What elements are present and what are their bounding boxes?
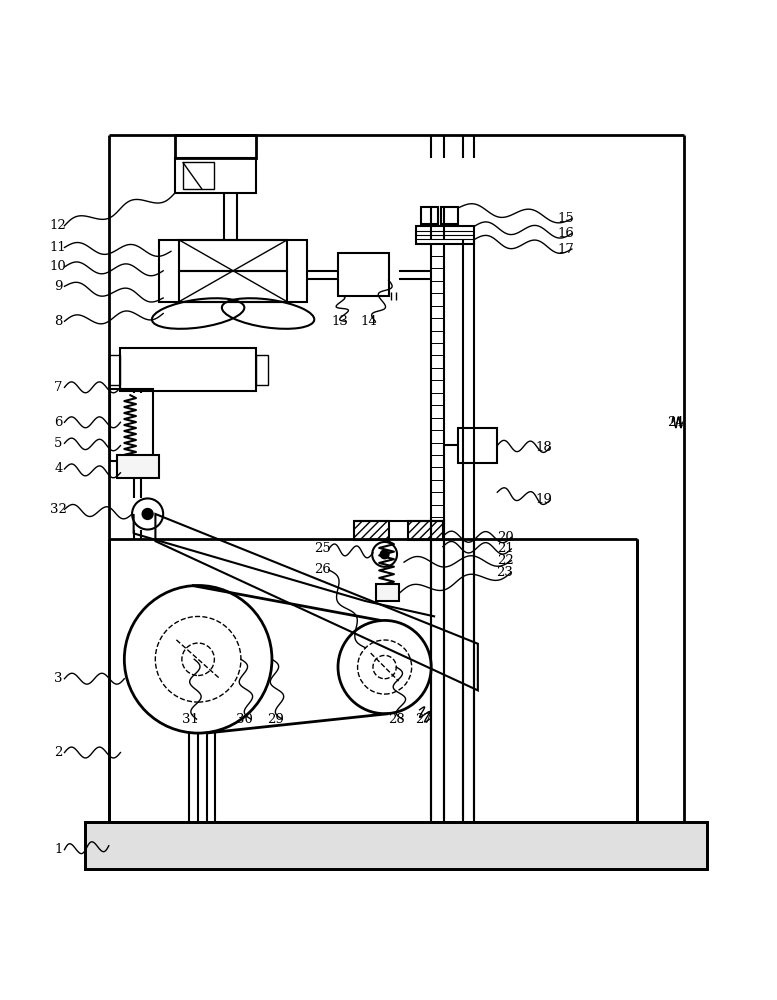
- Text: 21: 21: [497, 542, 514, 555]
- Bar: [109, 355, 120, 385]
- Text: 19: 19: [535, 493, 552, 506]
- Text: 6: 6: [54, 416, 62, 429]
- Text: 1: 1: [54, 843, 62, 856]
- Text: 12: 12: [50, 219, 67, 232]
- Bar: [175, 158, 256, 193]
- Bar: [354, 521, 388, 540]
- Circle shape: [142, 509, 153, 519]
- Bar: [338, 253, 388, 296]
- Text: 27: 27: [415, 713, 432, 726]
- Bar: [421, 207, 438, 224]
- Bar: [408, 521, 443, 540]
- Bar: [256, 355, 268, 385]
- Text: 32: 32: [50, 503, 67, 516]
- Text: 9: 9: [54, 280, 62, 293]
- Text: 29: 29: [267, 713, 284, 726]
- Bar: [175, 135, 256, 158]
- Bar: [85, 822, 707, 869]
- Bar: [441, 207, 458, 224]
- Text: 16: 16: [557, 227, 574, 240]
- Text: 7: 7: [54, 381, 62, 394]
- Circle shape: [380, 550, 389, 559]
- Text: 4: 4: [54, 462, 62, 475]
- Text: 5: 5: [54, 437, 62, 450]
- Text: 25: 25: [314, 542, 331, 555]
- Text: 13: 13: [331, 315, 348, 328]
- Text: 14: 14: [361, 315, 378, 328]
- Text: 8: 8: [54, 315, 62, 328]
- Text: 26: 26: [314, 563, 331, 576]
- Bar: [376, 584, 399, 601]
- Bar: [416, 226, 474, 244]
- Text: 20: 20: [497, 531, 514, 544]
- Text: 11: 11: [50, 241, 67, 254]
- Bar: [120, 348, 256, 391]
- Text: 23: 23: [497, 566, 514, 579]
- Text: 15: 15: [557, 212, 574, 225]
- Text: 31: 31: [182, 713, 199, 726]
- Bar: [458, 428, 497, 463]
- Text: 18: 18: [535, 441, 552, 454]
- Bar: [183, 162, 214, 189]
- Text: 10: 10: [50, 260, 67, 273]
- Text: 30: 30: [236, 713, 253, 726]
- Text: 24: 24: [667, 416, 685, 429]
- Text: 3: 3: [54, 672, 62, 685]
- Text: 28: 28: [388, 713, 405, 726]
- Bar: [159, 240, 307, 302]
- Bar: [117, 455, 159, 478]
- Text: 2: 2: [54, 746, 62, 759]
- Text: 17: 17: [557, 243, 574, 256]
- Text: 22: 22: [497, 554, 514, 567]
- Bar: [85, 822, 707, 869]
- Bar: [110, 389, 153, 461]
